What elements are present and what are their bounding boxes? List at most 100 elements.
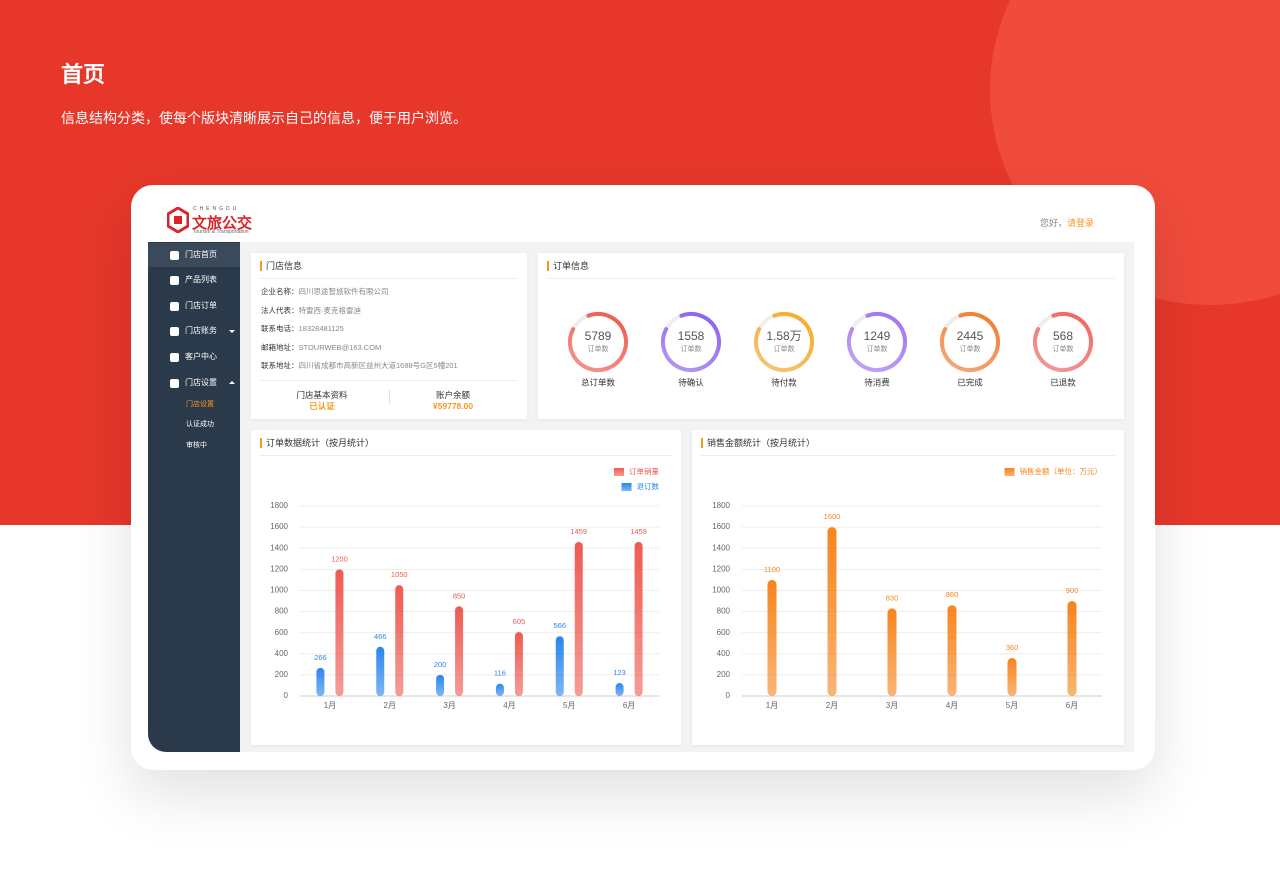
nav-item[interactable]: 产品列表 — [185, 275, 217, 284]
value-label: 360 — [1006, 643, 1019, 652]
ring — [847, 312, 907, 372]
info-label: 邮箱地址： — [261, 342, 299, 352]
bar — [316, 667, 325, 696]
summary-label: 账户余额 — [435, 390, 470, 400]
legend-swatch — [1004, 468, 1015, 476]
value-label: 116 — [494, 669, 506, 678]
bar — [947, 605, 957, 696]
value-label: 466 — [374, 632, 387, 641]
chart-panel: 订单数据统计（按月统计） 0 200 400 600 800 1000 1200 1400 160… — [251, 430, 681, 745]
ring — [661, 311, 721, 372]
x-tick-label: 1月 — [766, 701, 778, 710]
x-tick-label: 2月 — [384, 701, 396, 710]
nav-sub-item[interactable]: 认证成功 — [186, 421, 214, 428]
info-row: 联系地址：四川省成都市高新区益州大道1688号G区5幢201 — [261, 360, 458, 372]
divider — [260, 380, 518, 381]
bar — [1067, 601, 1077, 696]
legend-swatch — [614, 468, 624, 476]
ring — [940, 312, 1000, 372]
bar — [376, 646, 385, 696]
summary-value: ¥59778.00 — [432, 401, 474, 411]
page-title: 首页 — [61, 62, 106, 87]
bar — [827, 527, 837, 696]
x-tick-label: 2月 — [826, 701, 838, 710]
panel-title: 门店信息 — [266, 261, 303, 271]
value-label: 1459 — [630, 527, 647, 536]
y-tick-label: 600 — [717, 628, 731, 637]
y-tick-label: 200 — [275, 670, 289, 679]
y-tick-label: 1800 — [712, 501, 730, 510]
title-bar — [260, 261, 262, 271]
value-label: 566 — [553, 621, 566, 630]
nav-item[interactable]: 客户中心 — [185, 352, 217, 361]
panel-title: 销售金额统计（按月统计） — [707, 438, 816, 448]
nav-item[interactable]: 门店设置 — [185, 378, 217, 387]
page-subtitle: 信息结构分类，使每个版块清晰展示自己的信息，便于用户浏览。 — [61, 110, 467, 126]
summary-label: 门店基本资料 — [296, 390, 348, 400]
y-tick-label: 0 — [284, 691, 289, 700]
login-link[interactable]: 请登录 — [1067, 218, 1095, 228]
bar — [395, 585, 404, 696]
y-tick-label: 1000 — [270, 586, 288, 595]
value-label: 1459 — [570, 527, 587, 536]
nav-item[interactable]: 门店首页 — [185, 250, 217, 259]
divider-v — [389, 390, 390, 404]
logo-icon-svg — [166, 206, 190, 234]
info-row: 联系电话：18328481125 — [261, 323, 344, 335]
info-label: 法人代表： — [261, 305, 299, 315]
info-row: 企业名称：四川思途智旅软件有限公司 — [261, 286, 389, 298]
title-bar — [547, 261, 549, 271]
panel-svg: 5789订单数总订单数1558订单数待确认1.58万订单数待付款1249订单数待… — [568, 311, 1093, 387]
y-tick-label: 1600 — [270, 522, 288, 531]
y-tick-label: 200 — [717, 670, 731, 679]
nav-icon — [170, 353, 179, 362]
nav-sub-item[interactable]: 审核中 — [186, 442, 207, 449]
ring-unit: 订单数 — [867, 344, 888, 353]
y-tick-label: 1600 — [712, 522, 730, 531]
info-label: 联系地址： — [261, 361, 299, 370]
panel-svg: 0 200 400 600 800 1000 1200 1400 1600 1800 1200 105… — [270, 466, 659, 710]
legend-label: 销售金额（单位：万元） — [1020, 466, 1103, 476]
nav-arrow-up — [229, 381, 235, 384]
x-tick-label: 6月 — [1066, 701, 1078, 710]
x-tick-label: 4月 — [503, 701, 515, 710]
info-value: 四川省成都市高新区益州大道1688号G区5幢201 — [298, 361, 458, 370]
info-value: 四川思途智旅软件有限公司 — [298, 287, 389, 296]
y-tick-label: 1000 — [712, 586, 730, 595]
ring-value: 5789 — [585, 329, 612, 343]
value-label: 860 — [946, 590, 959, 599]
greeting: 您好，请登录 — [1040, 216, 1094, 229]
info-value: 特雷西·麦克格雷迪 — [298, 305, 362, 315]
ring — [754, 312, 814, 373]
bar — [335, 569, 344, 696]
ring-value: 568 — [1053, 329, 1073, 343]
bar — [555, 636, 564, 696]
nav-item[interactable]: 门店订单 — [185, 301, 217, 310]
info-row: 邮箱地址：STOURWEB@163.COM — [261, 342, 381, 354]
nav-arrow-down — [229, 330, 235, 333]
value-label: 1200 — [331, 554, 348, 563]
value-label: 900 — [1066, 586, 1079, 595]
ring-label: 总订单数 — [581, 377, 616, 387]
store-panel: 门店信息 企业名称：四川思途智旅软件有限公司 法人代表：特雷西·麦克格雷迪 联系电话：… — [251, 253, 527, 419]
nav-sub-item[interactable]: 门店设置 — [186, 401, 214, 408]
ring-unit: 订单数 — [1053, 344, 1074, 353]
y-tick-label: 400 — [275, 649, 289, 658]
x-tick-label: 5月 — [1006, 701, 1018, 710]
logo-icon — [166, 206, 190, 234]
divider — [547, 278, 1115, 279]
value-label: 1050 — [391, 570, 408, 579]
ring-value: 1.58万 — [766, 329, 801, 343]
legend-swatch — [621, 483, 632, 491]
nav-item[interactable]: 门店账务 — [185, 326, 217, 335]
info-value: STOURWEB@163.COM — [298, 342, 382, 352]
bar — [436, 674, 445, 696]
info-label: 企业名称： — [261, 287, 299, 296]
x-tick-label: 4月 — [946, 701, 958, 710]
divider — [701, 455, 1115, 456]
ring-label: 待付款 — [771, 377, 797, 387]
ring-label: 待消费 — [864, 377, 890, 387]
info-label: 联系电话： — [261, 324, 299, 333]
bar — [767, 579, 777, 696]
bar — [634, 541, 643, 696]
